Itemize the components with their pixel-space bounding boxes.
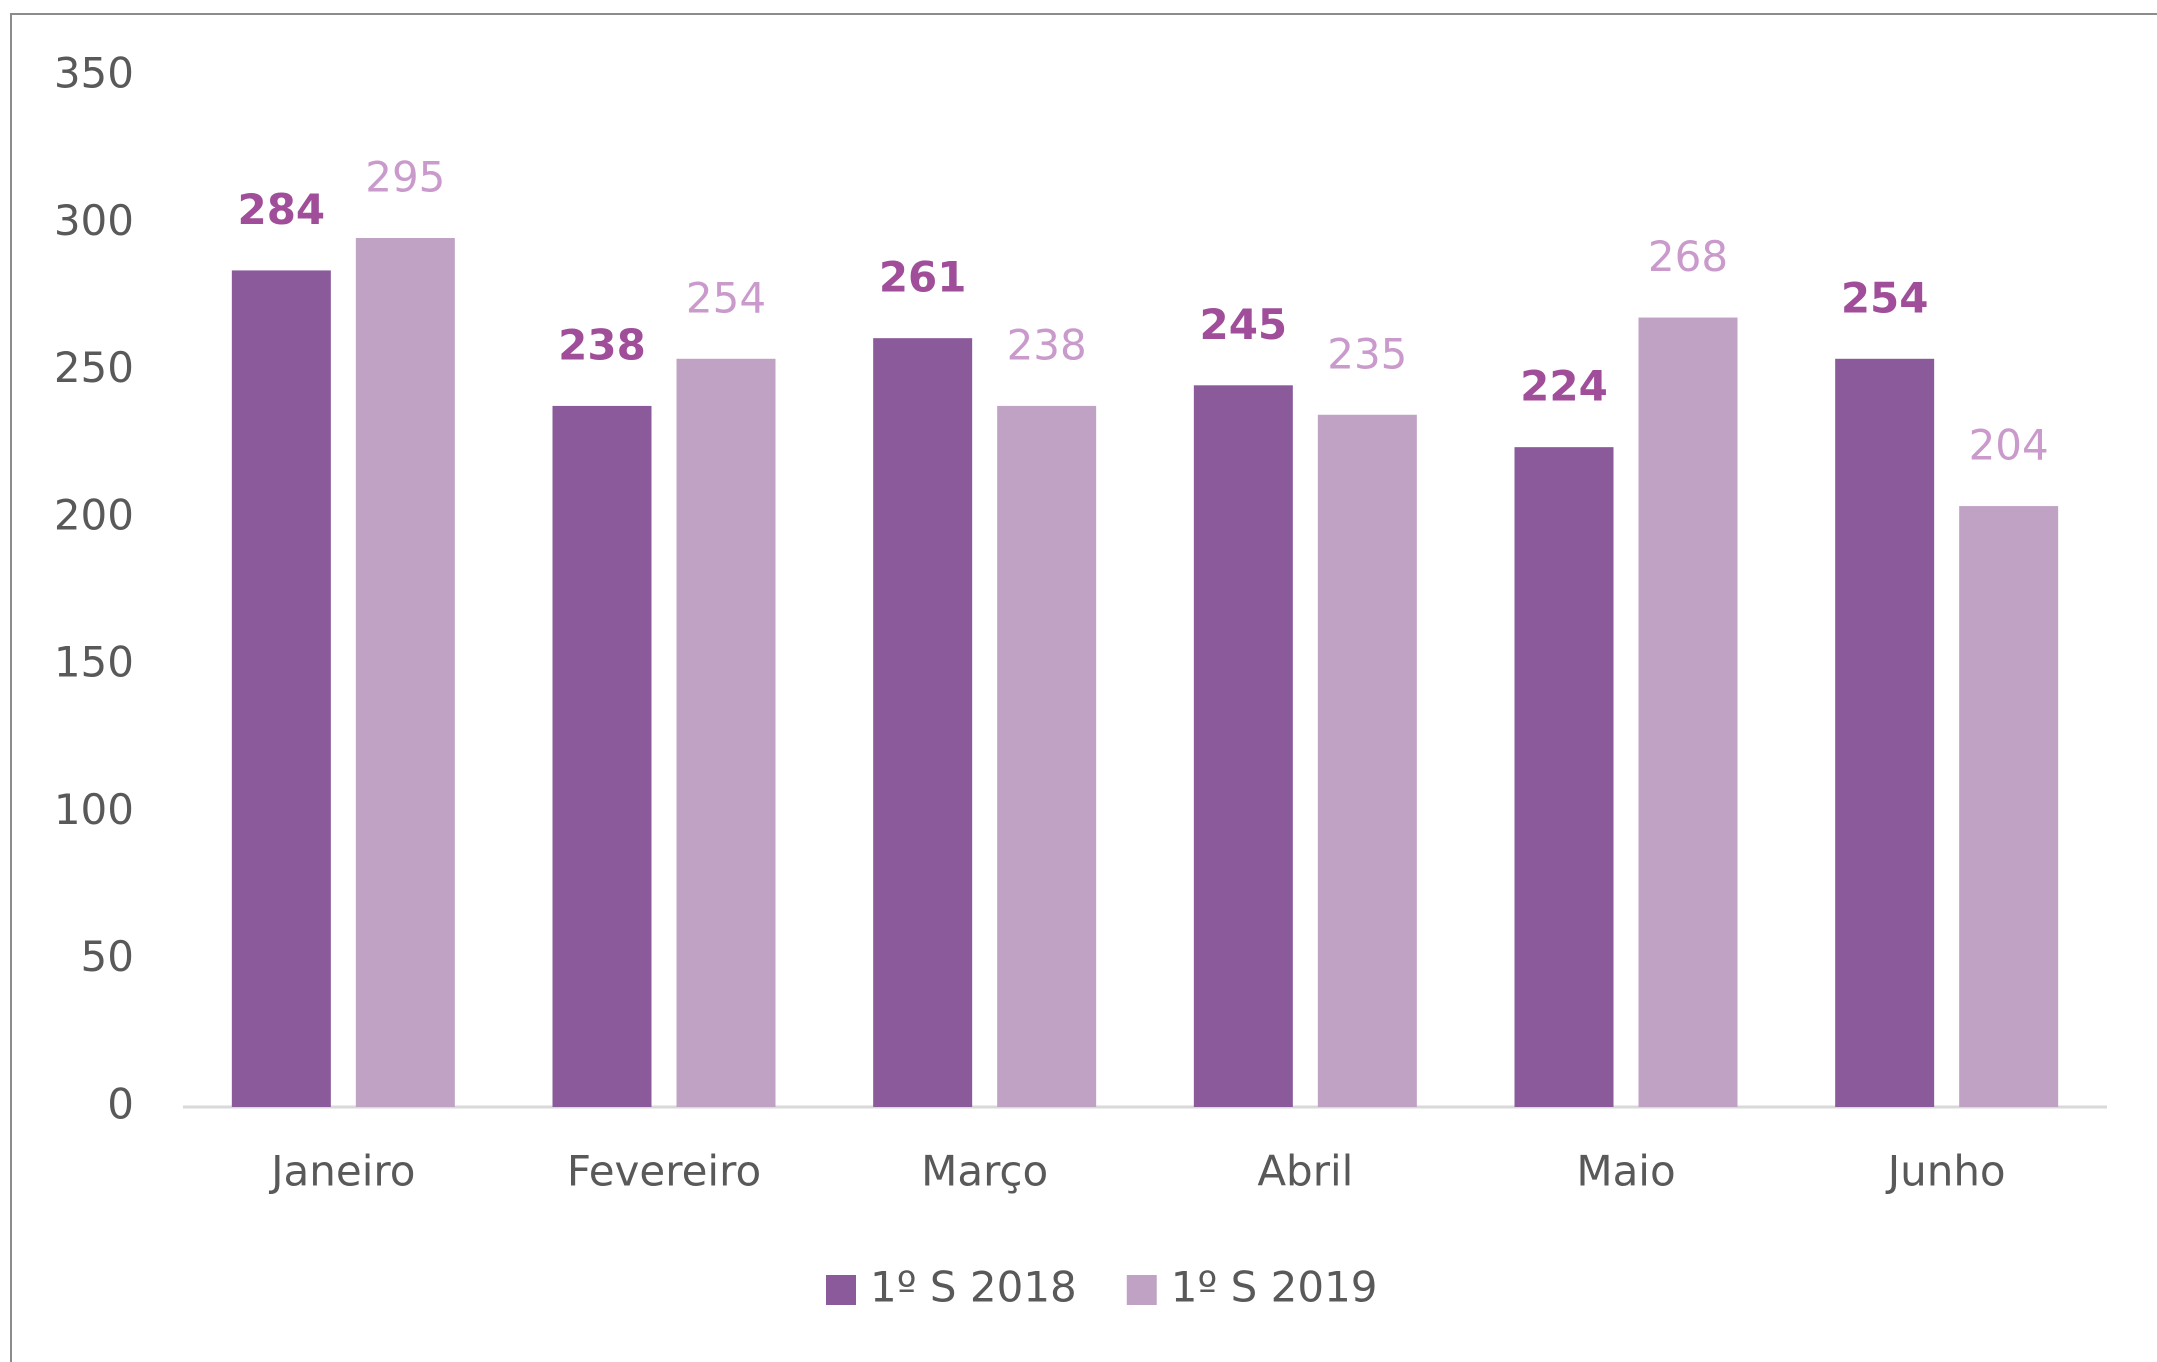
bar [676,358,776,1107]
value-label: 254 [686,273,766,322]
bar [355,238,455,1107]
legend-label: 1º S 2019 [1171,1263,1378,1312]
y-tick-label: 0 [107,1080,134,1129]
x-tick-label: Maio [1576,1147,1675,1196]
y-tick-label: 300 [54,196,134,245]
y-tick-label: 50 [81,932,134,981]
legend-swatch [1126,1275,1157,1305]
value-label: 268 [1648,232,1728,281]
bar [1193,385,1293,1107]
y-tick-label: 150 [54,638,134,687]
value-label: 238 [558,320,646,369]
value-label: 235 [1327,329,1407,378]
x-tick-label: Junho [1885,1147,2006,1196]
value-label: 284 [237,185,325,234]
y-tick-label: 350 [54,49,134,98]
y-tick-label: 250 [54,343,134,392]
bar [1317,414,1417,1107]
bar [552,405,652,1107]
x-tick-label: Abril [1257,1147,1353,1196]
bar [231,270,331,1108]
bar [873,338,973,1107]
value-label: 238 [1007,320,1087,369]
bar [1835,358,1935,1107]
value-label: 224 [1520,362,1608,411]
x-tick-label: Fevereiro [567,1147,761,1196]
legend-swatch [826,1275,856,1305]
value-label: 245 [1199,300,1287,349]
x-tick-label: Março [921,1147,1048,1196]
x-tick-label: Janeiro [268,1147,415,1196]
value-label: 261 [879,253,967,302]
value-label: 295 [365,153,445,202]
bar [1638,317,1738,1107]
bar [1514,447,1614,1107]
y-tick-label: 200 [54,490,134,539]
bar [1959,506,2059,1107]
value-label: 254 [1841,273,1929,322]
y-tick-label: 100 [54,785,134,834]
bar [997,405,1097,1107]
value-label: 204 [1969,421,2049,470]
legend-label: 1º S 2018 [870,1263,1077,1312]
